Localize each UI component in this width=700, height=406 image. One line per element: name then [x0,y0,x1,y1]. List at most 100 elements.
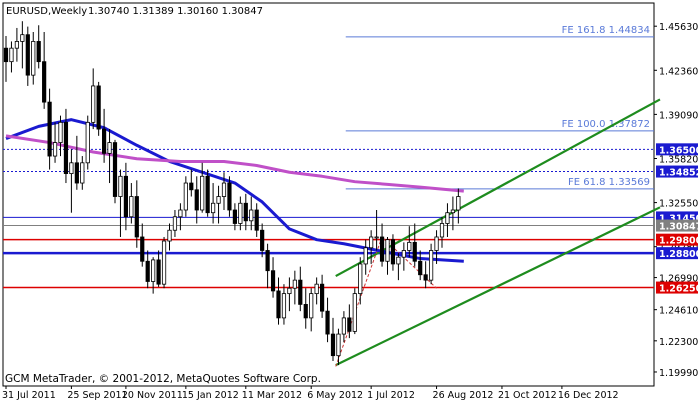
candle-body [341,317,347,335]
candle [118,169,123,237]
x-tick-label: 6 May 2012 [307,390,363,401]
candle [352,288,357,335]
candle [20,21,25,69]
candle-body [428,250,434,281]
y-tick-label: 1.35820 [659,154,698,165]
candle-body [347,317,352,332]
price-box [656,281,698,294]
price-box-label: 1.36500 [659,145,700,156]
candle [221,172,227,211]
candle-body [216,196,221,204]
channel-lower-line [335,206,661,367]
candle-body [151,259,156,282]
candle [96,81,101,136]
candle [172,210,178,237]
candle [161,236,167,289]
candle-body [270,270,276,292]
chart-header-symbol: EURUSD,Weekly [6,6,87,17]
y-tick-label: 1.24610 [659,306,698,317]
candle-body [292,279,297,289]
x-tick-label: 31 Jul 2011 [2,390,56,401]
candle [450,196,456,231]
candle-body [112,142,118,197]
candle [292,270,297,305]
candle-body [298,279,303,305]
candle-body [42,61,47,103]
candle-body [91,85,96,123]
candle-body [303,304,308,319]
price-box [656,233,698,246]
candle [456,188,461,224]
candle-body [227,182,232,211]
candle [134,180,139,248]
candle-body [52,142,58,157]
candle [238,196,243,231]
candle-body [178,209,183,218]
candle [396,253,401,281]
candle [260,223,265,258]
horizontal-levels: FE 161.8 1.44834 FE 100.0 1.37872 FE 61.8 … [3,25,654,289]
candle-body [363,247,368,265]
y-axis: 1.456301.423601.390901.358201.325501.292… [654,22,698,379]
candle [401,242,406,271]
candle-body [309,293,314,319]
candle [298,266,303,312]
candle-body [396,256,401,265]
x-tick-label: 25 Sep 2011 [67,390,127,401]
candle-body [407,241,412,251]
candle [107,129,112,184]
candle-body [14,41,19,49]
candle-body [260,229,265,251]
candle [319,274,325,318]
candle-body [390,239,396,265]
candle-body [210,202,216,214]
candle [439,216,445,248]
candle-body [172,216,178,231]
candle [3,36,9,82]
candle-body [194,189,199,211]
candle-body [140,236,145,262]
candle-body [287,287,292,295]
candle [369,230,374,264]
candle-body [3,47,9,63]
candle-body [129,196,134,218]
candle [25,26,30,86]
candle-body [412,241,417,262]
candle-body [9,47,14,63]
candle [330,317,336,362]
candle [9,41,14,73]
y-tick-label: 1.42360 [659,66,698,77]
candle-body [385,239,390,262]
candle-body [238,202,243,224]
candle [341,311,347,343]
candle-body [379,236,385,262]
x-tick-label: 20 Nov 2011 [122,390,183,401]
candle-body [325,310,330,335]
candle [91,68,96,130]
candle [434,230,439,264]
candle-body [418,260,423,276]
candle [205,169,210,217]
candle-body [319,283,325,312]
candle-body [369,236,374,249]
candle [303,288,308,329]
candle [412,223,417,267]
candle-body [118,175,123,197]
candle-body [401,250,406,258]
candle-body [123,175,128,218]
candle [445,203,450,237]
y-tick-label: 1.39090 [659,110,698,121]
candle [216,185,221,224]
candle-body [336,333,341,357]
candle-body [74,162,79,184]
candle-body [330,333,336,357]
candle-body [232,209,237,224]
candle [112,139,118,204]
candle [374,210,379,251]
candle-body [47,101,52,157]
candle [189,169,194,197]
channel-upper-line [335,98,661,278]
